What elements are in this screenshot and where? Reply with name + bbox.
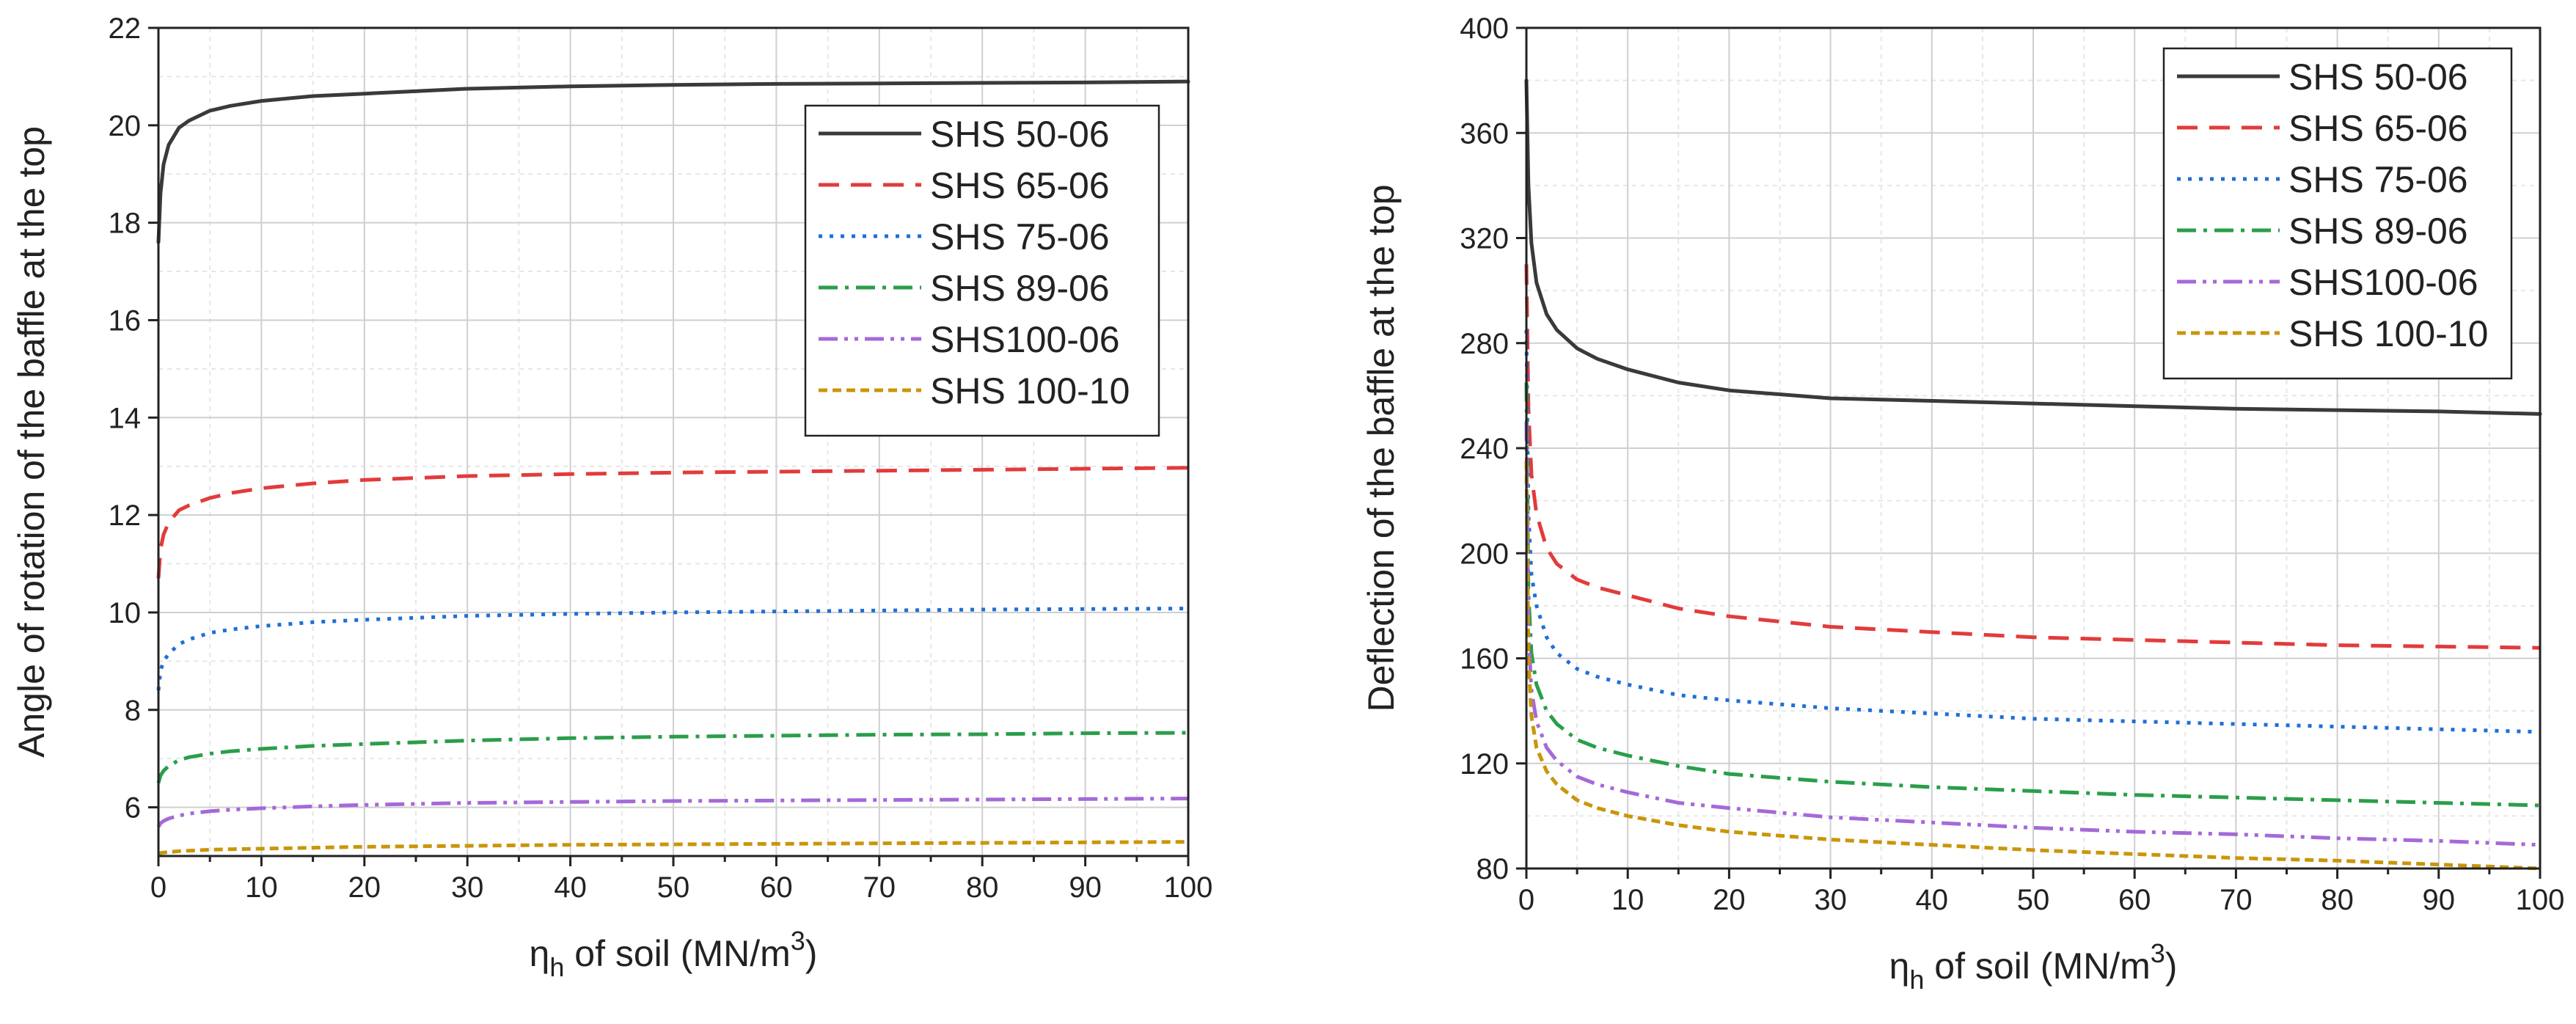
x-tick-label: 90: [1069, 871, 1102, 904]
x-tick-label: 20: [1713, 884, 1746, 916]
legend-label-6: SHS 100-10: [930, 370, 1130, 412]
legend: SHS 50-06 SHS 65-06 SHS 75-06 SHS 89-06 SHS1…: [2162, 47, 2513, 380]
series-line-1: [156, 79, 1190, 244]
series-line-3: [156, 607, 1189, 691]
x-tick-label: 40: [554, 871, 587, 904]
y-tick-label: 6: [125, 792, 141, 824]
x-tick-label: 0: [150, 871, 167, 904]
series-line-5: [1524, 422, 2541, 847]
series-line-3: [1524, 329, 2541, 734]
y-tick-label: 240: [1460, 433, 1509, 465]
x-tick-label: 70: [863, 871, 896, 904]
y-tick-label: 16: [109, 304, 142, 337]
x-tick-label: 70: [2220, 884, 2253, 916]
x-tick-label: 0: [1518, 884, 1534, 916]
legend-box: [804, 104, 1160, 437]
legend-label-4: SHS 89-06: [930, 268, 1110, 309]
legend: SHS 50-06 SHS 65-06 SHS 75-06 SHS 89-06 SHS1…: [804, 104, 1160, 437]
left-chart-panel: 0 10 20 30 40 50 60 70 80 90 100 6 8 10 12 14 16 18 20 22 ηh…: [11, 12, 1212, 982]
x-tick-label: 30: [451, 871, 484, 904]
y-tick-label: 8: [125, 695, 141, 727]
legend-label-1: SHS 50-06: [930, 114, 1110, 155]
x-tick-label: 90: [2423, 884, 2456, 916]
legend-label-2: SHS 65-06: [2288, 108, 2468, 149]
series-line-4: [156, 731, 1189, 784]
y-tick-label: 400: [1460, 12, 1509, 45]
x-tick-label: 80: [966, 871, 999, 904]
x-tick-label: 20: [348, 871, 381, 904]
y-axis-title: Deflection of the baffle at the top: [1361, 184, 1402, 712]
y-tick-label: 120: [1460, 748, 1509, 780]
y-tick-label: 160: [1460, 643, 1509, 676]
y-tick-label: 360: [1460, 117, 1509, 150]
legend-label-6: SHS 100-10: [2288, 313, 2488, 354]
legend-label-3: SHS 75-06: [2288, 159, 2468, 200]
series-line-5: [156, 797, 1189, 828]
series-line-6: [158, 840, 1189, 856]
legend-label-2: SHS 65-06: [930, 165, 1110, 206]
x-tick-label: 30: [1814, 884, 1847, 916]
legend-box: [2162, 47, 2513, 380]
series-line-1: [1524, 78, 2542, 416]
series-line-2: [1524, 264, 2541, 650]
y-tick-label: 12: [109, 500, 142, 532]
y-tick-label: 22: [109, 12, 142, 45]
legend-label-3: SHS 75-06: [930, 216, 1110, 257]
series-line-2: [156, 466, 1189, 579]
right-chart-panel: 0 10 20 30 40 50 60 70 80 90 100 80 120 160 200 240 280 3…: [1361, 12, 2564, 995]
x-tick-label: 100: [2516, 884, 2565, 916]
y-tick-label: 20: [109, 110, 142, 142]
x-tick-label: 50: [657, 871, 690, 904]
x-tick-label: 60: [2118, 884, 2151, 916]
y-tick-label: 280: [1460, 328, 1509, 360]
y-tick-label: 14: [109, 402, 142, 434]
legend-label-4: SHS 89-06: [2288, 211, 2468, 252]
legend-label-5: SHS100-06: [930, 319, 1120, 360]
y-tick-label: 10: [109, 597, 142, 629]
x-tick-label: 50: [2017, 884, 2050, 916]
y-tick-label: 320: [1460, 223, 1509, 255]
x-tick-label: 10: [245, 871, 278, 904]
x-tick-label: 10: [1611, 884, 1644, 916]
x-axis-title: ηh of soil (MN/m3): [530, 926, 818, 982]
series-line-6: [1524, 461, 2541, 871]
legend-label-5: SHS100-06: [2288, 262, 2478, 303]
x-tick-label: 100: [1164, 871, 1213, 904]
y-tick-label: 200: [1460, 538, 1509, 570]
y-tick-label: 18: [109, 208, 142, 240]
x-axis-title: ηh of soil (MN/m3): [1889, 938, 2178, 995]
legend-label-1: SHS 50-06: [2288, 56, 2468, 98]
series-line-4: [1524, 382, 2541, 808]
y-tick-label: 80: [1477, 853, 1510, 885]
y-axis-title: Angle of rotation of the baffle at the t…: [11, 126, 52, 758]
x-tick-label: 80: [2321, 884, 2354, 916]
x-tick-label: 40: [1916, 884, 1949, 916]
x-tick-label: 60: [760, 871, 793, 904]
